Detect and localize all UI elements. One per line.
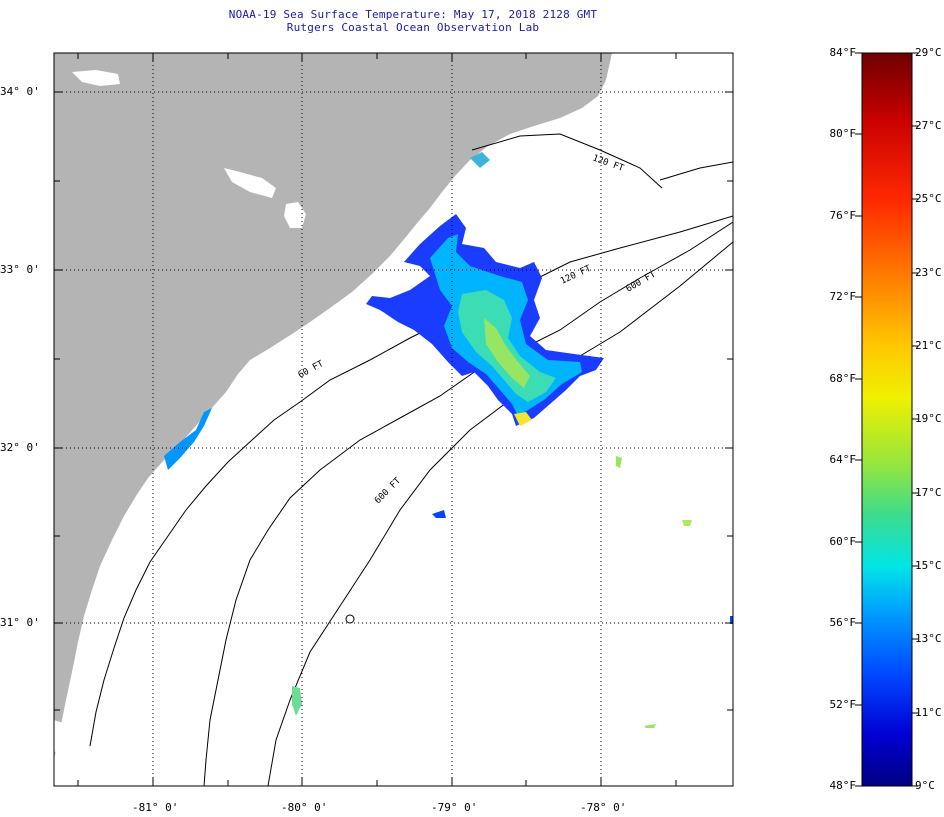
lat-label: 34° 0'	[0, 85, 40, 98]
isobath-label: 60 FT	[297, 359, 326, 381]
lon-label: -79° 0'	[431, 801, 478, 814]
colorbar-label-f: 64°F	[829, 453, 857, 466]
isobath-label: 600 FT	[625, 269, 659, 294]
colorbar-label-f: 60°F	[829, 535, 857, 548]
land-mass	[54, 53, 612, 760]
colorbar-label-c: 19°C	[915, 412, 942, 425]
colorbar-label-c: 17°C	[915, 486, 942, 499]
lake	[72, 70, 120, 86]
lon-label: -80° 0'	[281, 801, 328, 814]
isobath-label: 120 FT	[559, 264, 593, 287]
colorbar-label-c: 23°C	[915, 266, 942, 279]
lon-label: -81° 0'	[132, 801, 179, 814]
lake	[54, 720, 74, 752]
colorbar-label-f: 84°F	[829, 46, 857, 59]
colorbar-label-f: 80°F	[829, 127, 857, 140]
colorbar-label-c: 21°C	[915, 339, 942, 352]
isobath-label: 600 FT	[373, 476, 403, 506]
colorbar-label-c: 27°C	[915, 119, 942, 132]
map-title: NOAA-19 Sea Surface Temperature: May 17,…	[228, 8, 598, 21]
colorbar	[861, 52, 913, 787]
axis-ticks	[54, 53, 733, 786]
lake	[284, 202, 306, 228]
colorbar-label-f: 56°F	[829, 616, 857, 629]
map-subtitle: Rutgers Coastal Ocean Observation Lab	[286, 21, 540, 34]
lon-label: -78° 0'	[580, 801, 627, 814]
colorbar-label-f: 68°F	[829, 372, 857, 385]
colorbar-label-f: 76°F	[829, 209, 857, 222]
colorbar-label-f: 52°F	[829, 698, 857, 711]
colorbar-label-c: 25°C	[915, 192, 942, 205]
lat-label: 31° 0'	[0, 616, 40, 629]
lake	[224, 168, 276, 198]
map-frame	[53, 52, 734, 787]
lat-label: 32° 0'	[0, 441, 40, 454]
colorbar-label-f: 72°F	[829, 290, 857, 303]
isobath-label: 120 FT	[591, 153, 626, 174]
colorbar-label-c: 29°C	[915, 46, 942, 59]
lake	[630, 56, 646, 84]
colorbar-label-c: 13°C	[915, 632, 942, 645]
colorbar-label-f: 48°F	[829, 779, 857, 792]
sst-data-patches	[164, 152, 733, 728]
colorbar-ticks	[855, 52, 918, 787]
colorbar-label-c: 9°C	[915, 779, 935, 792]
colorbar-label-c: 15°C	[915, 559, 942, 572]
lat-label: 33° 0'	[0, 263, 40, 276]
colorbar-label-c: 11°C	[915, 706, 942, 719]
